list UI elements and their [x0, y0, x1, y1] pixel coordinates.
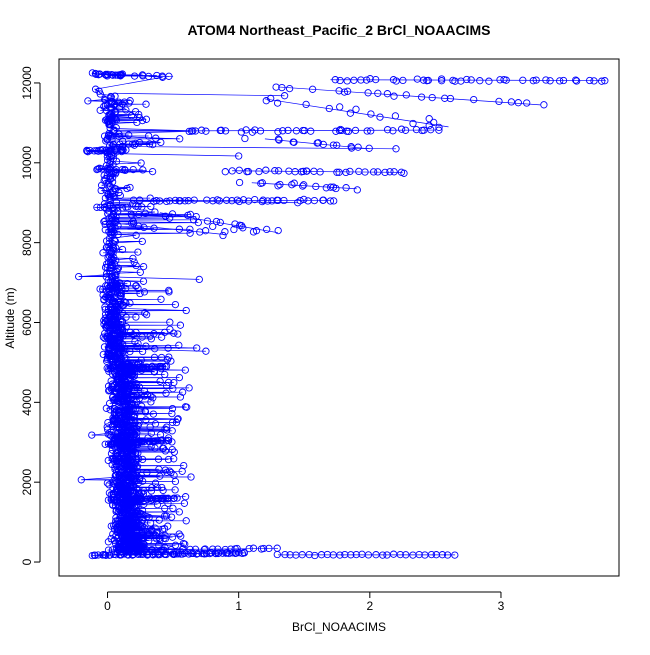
y-tick-label: 6000 [20, 309, 34, 336]
y-tick-label: 2000 [20, 469, 34, 496]
y-tick-label: 0 [20, 558, 34, 565]
x-tick-label: 0 [104, 599, 111, 613]
x-tick-label: 1 [235, 599, 242, 613]
y-tick-label: 12000 [20, 66, 34, 100]
x-tick-label: 2 [366, 599, 373, 613]
y-tick-label: 10000 [20, 146, 34, 180]
x-axis-label: BrCl_NOAACIMS [292, 620, 386, 634]
y-tick-label: 8000 [20, 229, 34, 256]
y-axis-label: Altitude (m) [3, 287, 17, 348]
chart-title: ATOM4 Northeast_Pacific_2 BrCl_NOAACIMS [188, 22, 491, 38]
y-tick-label: 4000 [20, 389, 34, 416]
x-tick-label: 3 [498, 599, 505, 613]
